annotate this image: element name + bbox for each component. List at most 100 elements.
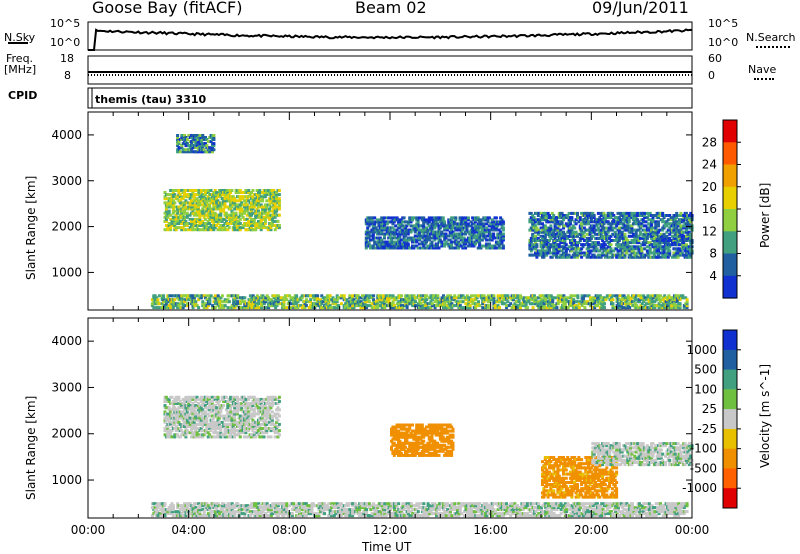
power-cell [327,302,331,306]
power-cell [202,195,206,199]
power-cell [277,224,281,227]
power-cell [206,304,210,308]
power-cell [370,296,374,300]
power-cell [430,304,434,308]
power-cell [173,201,177,205]
power-cell [324,298,328,302]
power-cell [468,296,472,300]
power-cell [492,294,496,298]
power-cell [213,306,217,310]
power-cell [223,217,227,221]
power-cell [176,296,180,300]
power-cell [223,205,227,209]
power-cell [300,294,304,298]
power-cell [481,306,485,310]
power-cell [261,298,265,302]
power-cell [555,306,559,310]
power-cell [245,222,249,225]
power-cell [205,201,209,205]
power-cell [627,234,631,238]
power-cell [185,211,189,215]
power-cell [380,302,384,306]
power-cell [456,300,459,304]
power-cell [208,298,212,302]
power-cell [202,205,206,209]
power-cell [257,201,260,205]
power-cell [248,193,252,197]
power-cell [215,224,219,227]
power-cell [277,201,281,205]
power-cell [238,209,242,213]
power-cell [176,302,180,306]
power-cell [383,306,387,310]
power-cell [164,205,168,209]
power-cell [369,244,372,248]
power-cell [572,298,576,302]
power-cell [177,226,181,230]
power-cell [236,300,240,304]
power-cell [245,209,249,213]
power-cell [254,197,258,201]
power-cell [647,218,651,222]
power-cell [238,217,242,221]
power-cell [206,189,210,192]
power-cell [251,197,255,201]
power-cell [442,306,445,310]
power-cell [405,296,409,300]
power-cell [251,207,255,211]
power-cell [248,215,252,219]
power-cell [234,213,238,217]
power-cell [662,232,666,236]
power-cell [402,216,406,220]
power-cell [230,197,234,201]
power-cell [589,249,593,253]
power-cell [669,216,673,220]
power-cell [265,205,269,209]
power-cell [268,203,272,207]
power-cell [299,298,303,302]
power-cell [177,146,181,150]
power-cell [391,302,395,306]
power-cell [437,246,441,250]
power-cell [353,300,357,304]
power-cell [156,300,160,304]
power-cell [250,213,253,217]
power-cell [591,234,595,238]
power-cell [335,298,339,302]
power-cell [443,300,447,304]
power-cell [272,219,276,223]
power-cell [202,306,206,310]
power-cell [578,216,582,220]
power-cell [447,302,451,306]
power-cell [273,228,277,232]
power-cell [320,294,324,298]
power-cell [323,296,327,300]
power-cell [302,304,306,308]
power-cell [188,197,192,201]
power-cell [640,247,644,251]
power-cell [164,207,168,211]
power-cell [440,300,444,304]
power-cell [464,246,468,250]
power-cell [457,302,461,306]
power-cell [244,306,248,310]
power-cell [185,302,189,306]
power-cell [486,304,490,308]
power-cell [224,193,228,197]
power-cell [192,213,196,217]
power-cell [226,298,230,302]
power-cell [173,193,177,197]
power-cell [205,224,209,227]
power-cell [262,226,266,230]
power-cell [369,294,373,298]
power-cell [526,306,529,310]
power-cell [304,298,308,302]
power-cell [170,302,174,306]
power-cell [316,302,320,306]
power-cell [213,189,217,192]
power-cell [267,306,271,310]
power-cell [274,306,278,310]
power-cell [197,203,200,207]
power-cell [650,251,654,255]
